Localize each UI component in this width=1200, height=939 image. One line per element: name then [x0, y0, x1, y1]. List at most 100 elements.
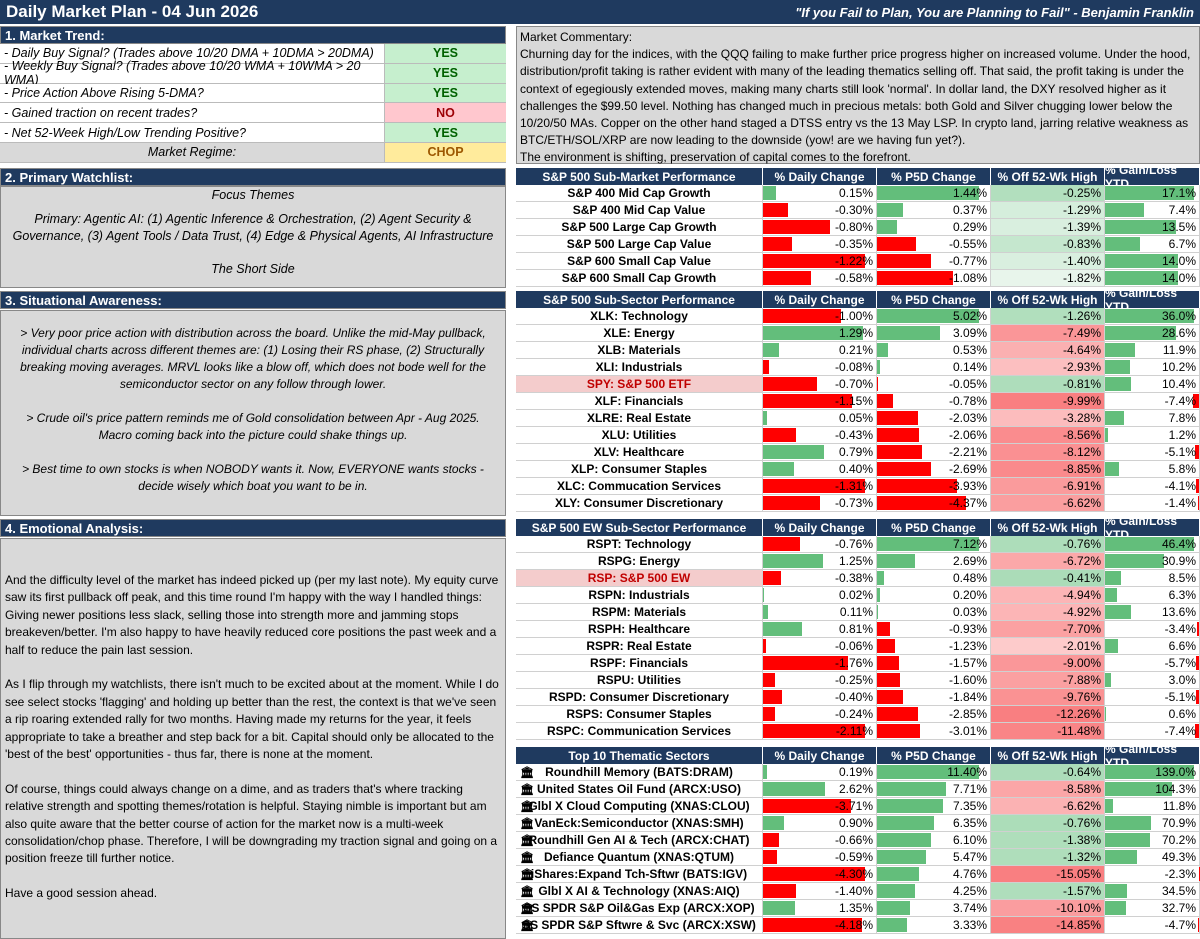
value-text: 14.0%: [1161, 271, 1196, 285]
value-cell: 14.0%: [1105, 253, 1200, 269]
value-bar: [877, 220, 898, 234]
value-text: -0.64%: [1062, 765, 1101, 779]
value-bar: [763, 850, 777, 864]
value-text: -7.49%: [1062, 326, 1101, 340]
value-cell: 0.90%: [763, 815, 877, 831]
row-name-text: XLB: Materials: [597, 343, 681, 357]
value-cell: 0.11%: [763, 604, 877, 620]
value-cell: -2.21%: [877, 444, 991, 460]
value-text: 0.6%: [1168, 707, 1196, 721]
value-text: -5.1%: [1164, 445, 1196, 459]
row-name-text: RSPT: Technology: [586, 537, 692, 551]
ew-subsector-performance-table: S&P 500 EW Sub-Sector Performance% Daily…: [516, 514, 1200, 740]
value-cell: -0.08%: [763, 359, 877, 375]
emotional-paragraph: Of course, things could always change on…: [5, 781, 498, 866]
value-text: -9.99%: [1062, 394, 1101, 408]
row-name: XLK: Technology: [516, 308, 763, 324]
value-text: 3.33%: [952, 918, 987, 932]
value-cell: -0.80%: [763, 219, 877, 235]
row-name-text: XLI: Industrials: [595, 360, 683, 374]
value-cell: -10.10%: [991, 900, 1105, 916]
value-bar: [763, 901, 795, 915]
table-row: XLV: Healthcare 0.79% -2.21% -8.12% -5.1%: [516, 444, 1200, 461]
value-bar: [877, 690, 904, 704]
value-text: -1.08%: [948, 271, 987, 285]
value-text: -0.77%: [948, 254, 987, 268]
value-cell: 0.79%: [763, 444, 877, 460]
value-text: -1.00%: [834, 309, 873, 323]
value-text: -1.76%: [834, 656, 873, 670]
value-bar: [1105, 428, 1108, 442]
value-bar: [1105, 707, 1107, 721]
value-text: 4.76%: [952, 867, 987, 881]
value-text: 5.8%: [1168, 462, 1196, 476]
value-text: 5.02%: [952, 309, 987, 323]
value-cell: -5.7%: [1105, 655, 1200, 671]
value-cell: -0.30%: [763, 202, 877, 218]
value-cell: -0.58%: [763, 270, 877, 286]
value-text: 6.10%: [952, 833, 987, 847]
value-text: -0.80%: [834, 220, 873, 234]
row-name: RSPH: Healthcare: [516, 621, 763, 637]
thematic-sectors-table: Top 10 Thematic Sectors% Daily Change% P…: [516, 742, 1200, 934]
section-emotional-header: 4. Emotional Analysis:: [0, 519, 506, 537]
value-cell: -5.1%: [1105, 689, 1200, 705]
value-cell: 32.7%: [1105, 900, 1200, 916]
value-text: -1.38%: [1062, 833, 1101, 847]
value-cell: -4.7%: [1105, 917, 1200, 933]
value-text: -5.7%: [1164, 656, 1196, 670]
value-text: -0.66%: [834, 833, 873, 847]
value-cell: -1.57%: [877, 655, 991, 671]
table-row: XLU: Utilities -0.43% -2.06% -8.56% 1.2%: [516, 427, 1200, 444]
value-cell: -1.40%: [991, 253, 1105, 269]
column-header: % Gain/Loss YTD: [1105, 514, 1200, 542]
value-cell: -15.05%: [991, 866, 1105, 882]
value-bar: [763, 326, 864, 340]
value-bar: [763, 411, 767, 425]
value-bar: [763, 673, 776, 687]
trend-label: - Net 52-Week High/Low Trending Positive…: [0, 123, 385, 142]
value-cell: -0.55%: [877, 236, 991, 252]
value-bar: [1105, 588, 1118, 602]
value-cell: -8.85%: [991, 461, 1105, 477]
section-market-trend-header: 1. Market Trend:: [0, 26, 506, 44]
value-text: -0.41%: [1062, 571, 1101, 585]
focus-themes-label: Focus Themes: [211, 188, 295, 202]
value-cell: -11.48%: [991, 723, 1105, 739]
value-bar: [763, 254, 865, 268]
value-cell: 3.74%: [877, 900, 991, 916]
value-bar: [763, 690, 783, 704]
value-text: -4.1%: [1164, 479, 1196, 493]
value-cell: -5.1%: [1105, 444, 1200, 460]
value-cell: -6.91%: [991, 478, 1105, 494]
value-text: -11.48%: [1057, 724, 1101, 738]
value-cell: -7.49%: [991, 325, 1105, 341]
column-header: S&P 500 EW Sub-Sector Performance: [516, 519, 763, 536]
value-cell: -9.76%: [991, 689, 1105, 705]
value-text: -7.88%: [1062, 673, 1101, 687]
value-text: 0.14%: [952, 360, 987, 374]
value-bar: [763, 656, 848, 670]
value-text: 1.44%: [952, 186, 987, 200]
value-cell: 34.5%: [1105, 883, 1200, 899]
value-bar: [877, 799, 943, 813]
commentary-closing: The environment is shifting, preservatio…: [520, 150, 911, 165]
value-bar: [763, 782, 825, 796]
value-cell: -4.92%: [991, 604, 1105, 620]
value-bar: [877, 782, 946, 796]
value-bar: [877, 707, 918, 721]
value-text: 1.25%: [838, 554, 873, 568]
value-bar: [1105, 254, 1179, 268]
row-name-text: RSPM: Materials: [591, 605, 687, 619]
row-name-text: Defiance Quantum (XNAS:QTUM): [543, 850, 734, 864]
value-text: -2.69%: [948, 462, 987, 476]
value-cell: -2.11%: [763, 723, 877, 739]
value-text: -7.4%: [1164, 724, 1196, 738]
value-text: 5.47%: [952, 850, 987, 864]
row-name-text: S&P 500 Large Cap Growth: [561, 220, 717, 234]
value-text: -2.01%: [1062, 639, 1101, 653]
value-cell: 4.25%: [877, 883, 991, 899]
value-bar: [877, 411, 919, 425]
value-cell: -3.28%: [991, 410, 1105, 426]
column-header: % Daily Change: [763, 291, 877, 308]
